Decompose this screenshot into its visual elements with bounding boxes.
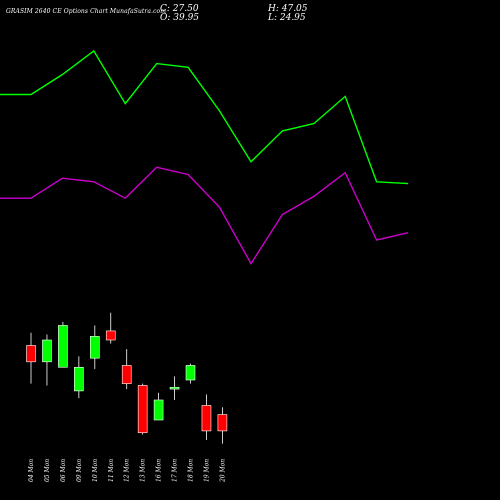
candle [105,312,116,344]
candle [26,332,36,384]
x-tick-label: 11 Mon [108,459,115,482]
x-tick-label: 10 Mon [92,459,99,482]
candle [137,383,148,435]
candle-body-up [90,336,100,359]
low-value: L: 24.95 [268,13,306,23]
candle [74,356,84,399]
candle [42,334,52,386]
close-value: C: 27.50 [160,4,199,14]
candle [153,392,164,421]
candle-body-up [74,366,84,392]
candle-body-down [201,405,212,432]
x-tick-label: 20 Mon [219,459,226,483]
x-tick-label: 09 Mon [76,459,83,482]
high-value: H: 47.05 [268,4,308,14]
candle-body-up [169,386,180,390]
x-tick-label: 13 Mon [140,459,147,482]
candle [169,376,180,400]
candle-body-up [58,325,68,368]
x-tick-label: 06 Mon [60,459,67,482]
candle [185,363,196,384]
bands-layer [0,49,409,265]
candles-layer [26,312,228,444]
candle-body-up [42,339,52,363]
upper-band-line [0,49,409,185]
chart-title: GRASIM 2640 CE Options Chart MunafaSutra… [6,8,167,15]
candle [217,407,228,444]
candle-body-down [121,365,132,384]
candle-body-down [105,330,116,341]
candle-body-up [185,365,196,381]
lower-band-line [0,166,409,265]
x-tick-label: 04 Mon [28,459,35,482]
candle-body-down [137,385,148,434]
open-value: O: 39.95 [160,13,200,23]
x-tick-label: 19 Mon [203,459,210,482]
candle [201,394,212,440]
x-tick-label: 17 Mon [172,459,179,482]
x-tick-label: 12 Mon [124,459,131,482]
x-axis-ticks: 04 Mon 05 Mon 06 Mon 09 Mon 10 Mon 11 Mon 12 M… [28,459,226,483]
candle [90,325,100,370]
candle [58,321,68,368]
candle-body-up [153,399,164,421]
candle [121,349,132,390]
x-tick-label: 16 Mon [156,459,163,482]
candle-body-down [217,414,228,432]
candle-body-down [26,345,36,363]
x-tick-label: 05 Mon [44,459,51,482]
x-tick-label: 18 Mon [188,459,195,482]
